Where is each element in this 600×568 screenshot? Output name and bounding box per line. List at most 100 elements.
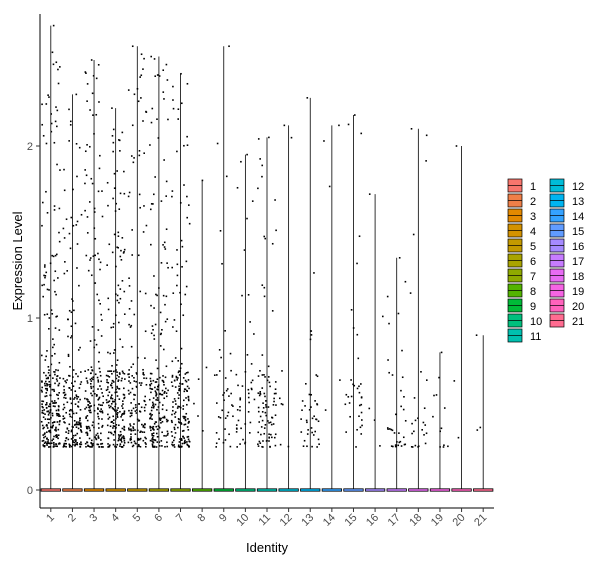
point-1	[56, 253, 58, 256]
point-11	[274, 199, 276, 201]
point-10	[241, 385, 244, 387]
point-13	[314, 430, 316, 433]
violin-group-17	[386, 257, 407, 492]
point-2	[72, 224, 75, 227]
point-5	[130, 433, 132, 436]
point-5	[142, 371, 145, 374]
point-7	[183, 399, 185, 402]
point-11	[273, 400, 275, 403]
point-5	[138, 150, 141, 152]
point-1	[52, 24, 55, 27]
point-1	[41, 424, 44, 427]
point-3	[92, 390, 95, 393]
point-7	[180, 438, 183, 440]
point-2	[75, 394, 78, 396]
point-5	[128, 369, 130, 371]
point-4	[115, 426, 117, 429]
point-7	[172, 107, 175, 110]
point-3	[86, 414, 89, 417]
point-10	[243, 249, 246, 251]
point-1	[51, 355, 53, 357]
point-18	[423, 407, 426, 410]
point-7	[173, 379, 176, 382]
point-14	[339, 379, 341, 381]
point-11	[257, 187, 259, 190]
point-1	[56, 435, 58, 437]
point-6	[158, 412, 160, 414]
point-3	[90, 392, 92, 395]
point-3	[96, 394, 98, 396]
point-6	[152, 397, 155, 399]
point-2	[69, 398, 72, 400]
point-7	[177, 421, 180, 423]
point-1	[49, 262, 52, 265]
point-3	[84, 442, 87, 445]
point-11	[262, 446, 264, 448]
point-3	[89, 340, 92, 342]
point-7	[188, 420, 190, 423]
point-7	[179, 370, 181, 373]
point-2	[79, 443, 82, 446]
point-10	[248, 432, 251, 434]
point-2	[70, 389, 73, 391]
point-5	[144, 436, 146, 439]
point-1	[43, 445, 46, 448]
point-6	[156, 388, 158, 391]
point-6	[155, 446, 158, 448]
violin-group-16	[364, 193, 386, 492]
point-2	[67, 353, 70, 356]
point-4	[113, 352, 115, 354]
point-6	[157, 137, 160, 139]
point-4	[106, 381, 108, 384]
point-6	[163, 384, 165, 386]
point-5	[137, 439, 140, 441]
point-11	[268, 440, 270, 442]
point-1	[44, 418, 47, 420]
point-1	[46, 383, 48, 385]
point-6	[149, 377, 152, 380]
point-1	[45, 374, 47, 377]
point-6	[160, 332, 162, 335]
point-6	[158, 426, 161, 429]
point-18	[411, 446, 414, 448]
point-7	[185, 397, 187, 399]
point-7	[171, 435, 174, 437]
point-6	[162, 91, 165, 93]
point-9	[217, 416, 220, 418]
point-11	[267, 420, 269, 422]
point-7	[171, 266, 174, 269]
point-3	[87, 425, 90, 428]
point-7	[187, 435, 190, 438]
point-1	[53, 390, 56, 392]
point-1	[48, 383, 50, 386]
point-11	[260, 426, 263, 428]
point-3	[93, 426, 95, 429]
point-7	[180, 72, 182, 75]
point-11	[266, 379, 269, 382]
point-6	[158, 401, 161, 404]
point-4	[114, 403, 117, 405]
point-5	[135, 372, 138, 374]
x-tick-label: 15	[342, 512, 359, 529]
point-1	[42, 416, 45, 419]
point-2	[76, 398, 78, 400]
point-2	[78, 146, 81, 149]
point-18	[411, 422, 413, 425]
point-7	[185, 260, 188, 263]
point-15	[361, 419, 363, 421]
point-4	[106, 264, 108, 266]
point-5	[142, 231, 145, 233]
legend-label-8: 8	[530, 286, 536, 298]
point-1	[41, 224, 43, 227]
point-7	[173, 439, 175, 442]
point-7	[181, 439, 183, 441]
point-6	[158, 417, 161, 420]
point-11	[264, 423, 267, 426]
point-6	[166, 262, 168, 264]
point-4	[123, 396, 126, 399]
point-13	[308, 393, 311, 396]
point-3	[84, 150, 87, 153]
point-1	[57, 397, 60, 400]
point-1	[52, 63, 55, 66]
point-1	[56, 421, 59, 423]
